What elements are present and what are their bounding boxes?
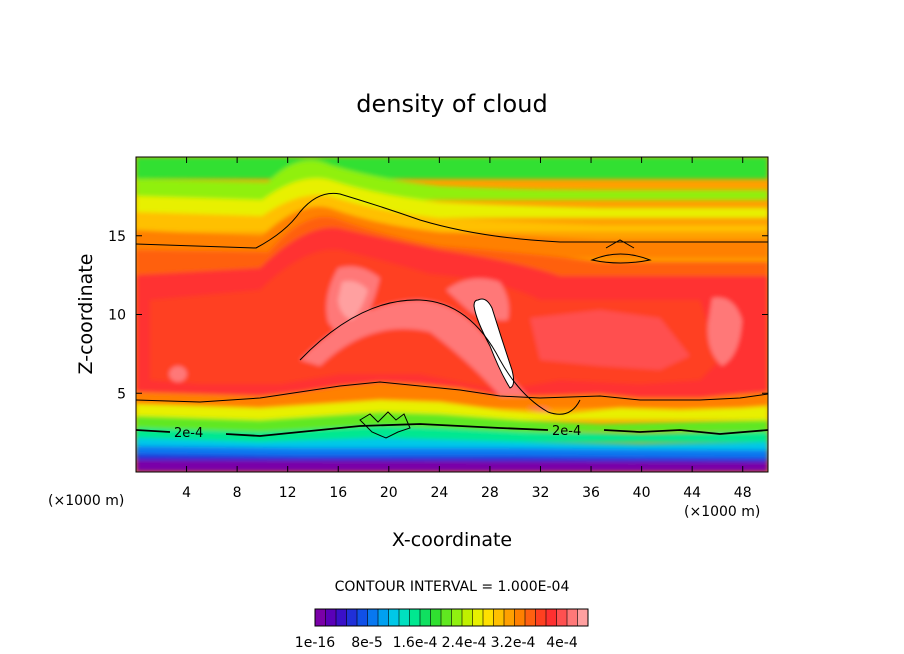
y-axis-ticks: 5 10 15 [108, 229, 768, 402]
contour-field: 2e-4 2e-4 [136, 157, 768, 472]
colorbar-swatch [399, 609, 410, 626]
colorbar-swatch [336, 609, 347, 626]
x-tick-label: 12 [279, 485, 297, 501]
colorbar-swatch [346, 609, 358, 626]
pink-region-left-core [338, 281, 368, 320]
colorbar-swatch [462, 609, 473, 626]
peak-region-right [530, 310, 690, 370]
x-tick-label: 4 [182, 485, 191, 501]
colorbar-swatch [420, 609, 431, 626]
pink-blob [169, 366, 187, 382]
colorbar-label: 4e-4 [546, 635, 578, 651]
y-unit-label: (×1000 m) [684, 504, 760, 520]
contour-line-lower [136, 381, 768, 403]
pink-region-mid [446, 278, 509, 321]
colorbar-swatch [367, 609, 379, 626]
x-tick-label: 48 [734, 485, 752, 501]
contour-line-closed [590, 239, 652, 264]
colorbar-label: 3.2e-4 [491, 635, 536, 651]
contour-label-1: 2e-4 [174, 426, 203, 441]
contour-interval-text: CONTOUR INTERVAL = 1.000E-04 [335, 579, 570, 595]
pink-plume [300, 300, 552, 412]
colorbar-label: 2.4e-4 [442, 635, 487, 651]
x-tick-label: 40 [633, 485, 651, 501]
colorbar-swatch [441, 609, 452, 626]
contour-line-2e-4 [136, 423, 768, 437]
colorbar [314, 608, 589, 627]
lower-band-teal [136, 426, 768, 442]
lower-band-purple [136, 460, 768, 472]
colorbar-frame [314, 608, 589, 627]
colorbar-swatch [525, 609, 536, 626]
colorbar-swatch [388, 609, 400, 626]
x-axis-label: X-coordinate [392, 529, 512, 551]
colorbar-swatch [546, 609, 557, 626]
colorbar-swatch [577, 609, 589, 626]
colorbar-swatch [535, 609, 547, 626]
colorbar-label: 1e-16 [295, 635, 335, 651]
contour-label-2: 2e-4 [552, 424, 581, 439]
contour-line-upper [136, 192, 768, 249]
lower-band-blue [136, 446, 768, 458]
colorbar-swatch [504, 609, 515, 626]
colorbar-labels: 1e-16 8e-5 1.6e-4 2.4e-4 3.2e-4 4e-4 [295, 635, 578, 651]
colorbar-label: 1.6e-4 [393, 635, 438, 651]
colorbar-swatch [430, 609, 442, 626]
x-tick-label: 20 [380, 485, 398, 501]
colorbar-swatch [514, 609, 526, 626]
x-tick-label: 36 [582, 485, 600, 501]
colorbar-swatch [556, 609, 568, 626]
colorbar-swatch [409, 609, 421, 626]
colorbar-swatch [315, 609, 326, 626]
top-layer-green [136, 157, 768, 179]
chart-title: density of cloud [356, 90, 547, 118]
lower-band-cyan [136, 438, 768, 450]
y-axis-label: Z-coordinate [75, 254, 97, 375]
x-tick-label: 24 [430, 485, 448, 501]
contour-line-plume [299, 299, 581, 415]
colorbar-swatch [567, 609, 578, 626]
colorbar-swatch [378, 609, 389, 626]
y-tick-label: 15 [108, 229, 126, 245]
colorbar-swatch [493, 609, 505, 626]
x-tick-label: 28 [481, 485, 499, 501]
colorbar-swatch [357, 609, 368, 626]
lower-band-green [136, 412, 768, 432]
lower-band-orange [136, 382, 768, 408]
noise-contours [359, 411, 411, 439]
x-unit-label: (×1000 m) [48, 493, 124, 509]
colorbar-swatch [325, 609, 337, 626]
x-tick-label: 32 [532, 485, 550, 501]
x-tick-label: 8 [233, 485, 242, 501]
x-tick-label: 16 [329, 485, 347, 501]
x-tick-label: 44 [683, 485, 701, 501]
colorbar-label: 8e-5 [351, 635, 382, 651]
pink-region-right [707, 297, 742, 366]
colorbar-swatch [483, 609, 494, 626]
x-axis-ticks: 4 8 12 16 20 24 28 32 36 40 44 48 [182, 157, 752, 501]
y-tick-label: 10 [108, 308, 126, 324]
y-tick-label: 5 [117, 386, 126, 402]
colorbar-swatch [451, 609, 463, 626]
lower-band-yellow [136, 400, 768, 420]
colorbar-swatch [472, 609, 484, 626]
